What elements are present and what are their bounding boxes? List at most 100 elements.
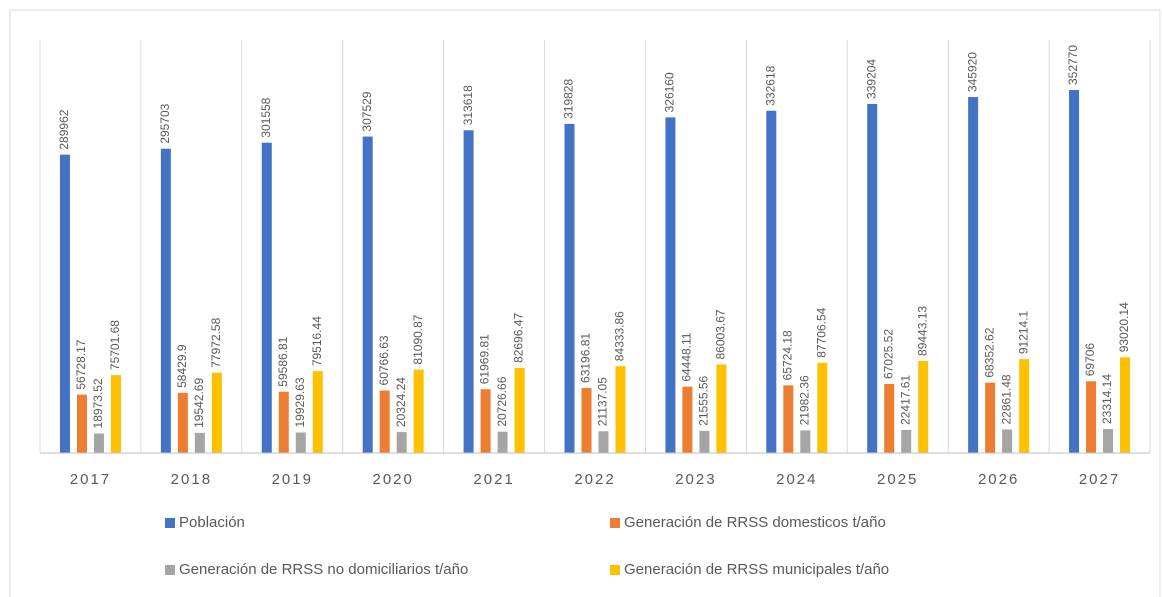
- value-label: 86003.67: [714, 309, 728, 359]
- bar: [295, 432, 306, 453]
- value-label: 63196.81: [579, 333, 593, 383]
- legend-marker: [610, 565, 620, 575]
- x-tick-label: 2017: [70, 471, 111, 488]
- bar: [699, 430, 710, 453]
- bar: [76, 394, 87, 453]
- value-label: 82696.47: [512, 313, 526, 363]
- value-label: 77972.58: [209, 317, 223, 367]
- bar: [1103, 429, 1114, 453]
- x-tick-label: 2021: [473, 471, 514, 488]
- value-label: 93020.14: [1117, 302, 1131, 352]
- value-label: 313618: [461, 85, 475, 125]
- value-label: 79516.44: [310, 316, 324, 366]
- bar: [463, 130, 474, 454]
- value-label: 18973.52: [91, 378, 105, 428]
- bar: [901, 429, 912, 453]
- value-label: 20726.66: [495, 376, 509, 426]
- value-label: 319828: [562, 79, 576, 119]
- bar: [867, 103, 878, 453]
- bar: [177, 392, 188, 453]
- bar: [985, 382, 996, 453]
- value-label: 22861.48: [999, 374, 1013, 424]
- bar: [1069, 90, 1080, 453]
- value-label: 295703: [158, 103, 172, 143]
- bar: [194, 432, 205, 453]
- legend-marker: [165, 565, 175, 575]
- bar: [884, 384, 895, 453]
- value-label: 81090.87: [411, 314, 425, 364]
- bar: [918, 360, 929, 453]
- value-label: 59586.81: [276, 336, 290, 386]
- value-label: 65724.18: [780, 330, 794, 380]
- bar: [379, 390, 390, 453]
- x-tick-label: 2024: [776, 471, 817, 488]
- bar: [497, 431, 508, 453]
- legend-label: Generación de RRSS municipales t/año: [624, 561, 889, 578]
- bar: [968, 97, 979, 453]
- legend-label: Generación de RRSS domesticos t/año: [624, 514, 886, 531]
- value-label: 301558: [259, 97, 273, 137]
- value-label: 75701.68: [108, 320, 122, 370]
- value-label: 69706: [1083, 343, 1097, 377]
- bar: [665, 117, 676, 454]
- chart-border: [9, 9, 1161, 597]
- value-label: 20324.24: [394, 377, 408, 427]
- value-label: 67025.52: [881, 329, 895, 379]
- x-tick-label: 2022: [574, 471, 615, 488]
- x-tick-label: 2020: [372, 471, 413, 488]
- value-label: 345920: [965, 52, 979, 92]
- bar: [716, 364, 727, 453]
- value-label: 68352.62: [982, 327, 996, 377]
- bar: [278, 391, 289, 453]
- legend-marker: [610, 518, 620, 528]
- value-label: 64448.11: [680, 332, 694, 381]
- bar: [211, 372, 222, 453]
- value-label: 332618: [763, 65, 777, 105]
- x-tick-label: 2023: [675, 471, 716, 488]
- bar: [93, 433, 104, 453]
- value-label: 289962: [57, 109, 71, 149]
- bar: [396, 432, 407, 453]
- value-label: 339204: [864, 59, 878, 99]
- value-label: 22417.61: [898, 375, 912, 425]
- bar: [110, 375, 121, 453]
- bar: [598, 431, 609, 453]
- value-label: 84333.86: [613, 311, 627, 361]
- bar: [1019, 359, 1030, 453]
- bar: [581, 387, 592, 453]
- bar: [1086, 381, 1097, 453]
- bar: [480, 389, 491, 453]
- legend-marker: [165, 518, 175, 528]
- x-tick-label: 2027: [1079, 471, 1120, 488]
- value-label: 60766.63: [377, 335, 391, 385]
- legend-label: Población: [179, 514, 245, 531]
- value-label: 23314.14: [1100, 374, 1114, 424]
- value-label: 307529: [360, 91, 374, 131]
- value-label: 19929.63: [293, 377, 307, 427]
- value-label: 21982.36: [797, 375, 811, 425]
- bar: [514, 367, 525, 453]
- x-tick-label: 2026: [978, 471, 1019, 488]
- value-label: 87706.54: [814, 307, 828, 357]
- bar: [564, 123, 575, 454]
- value-label: 19542.69: [192, 378, 206, 428]
- value-label: 21137.05: [596, 377, 610, 426]
- bar: [766, 110, 777, 453]
- bar: [1120, 357, 1131, 453]
- value-label: 58429.9: [175, 344, 189, 388]
- bar: [261, 142, 272, 454]
- legend-label: Generación de RRSS no domiciliarios t/añ…: [179, 561, 468, 578]
- value-label: 56728.17: [74, 339, 88, 389]
- value-label: 21555.56: [697, 375, 711, 425]
- value-label: 91214.1: [1016, 310, 1030, 354]
- x-tick-label: 2018: [171, 471, 212, 488]
- value-label: 61969.81: [478, 334, 492, 384]
- bar: [615, 366, 626, 453]
- bar: [817, 362, 828, 453]
- bar: [160, 148, 171, 453]
- x-tick-label: 2025: [877, 471, 918, 488]
- bar: [1002, 429, 1013, 453]
- bar: [362, 136, 373, 453]
- bar: [682, 386, 693, 453]
